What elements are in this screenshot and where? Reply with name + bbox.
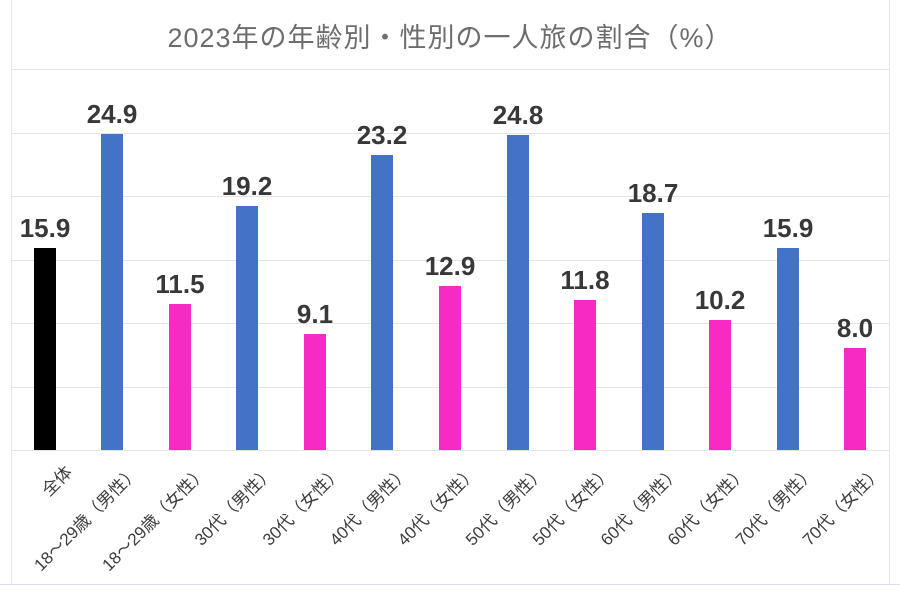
bar [709, 320, 731, 450]
chart-title: 2023年の年齢別・性別の一人旅の割合（%） [167, 23, 733, 53]
value-label: 23.2 [356, 120, 408, 150]
plot-frame-left-line [11, 0, 12, 584]
bar [642, 213, 664, 450]
gridline [11, 450, 889, 451]
bar [844, 348, 866, 450]
bar [101, 134, 123, 450]
value-label: 11.8 [560, 265, 610, 295]
bar [777, 248, 799, 450]
bar [304, 334, 326, 450]
bar [507, 135, 529, 450]
bar [236, 206, 258, 450]
value-label: 9.1 [296, 299, 334, 329]
value-label: 15.9 [19, 213, 71, 243]
bar [574, 300, 596, 450]
gridline [11, 196, 889, 197]
value-label: 24.8 [492, 100, 544, 130]
value-label: 12.9 [424, 251, 476, 281]
value-label: 15.9 [762, 213, 814, 243]
value-label: 19.2 [221, 171, 273, 201]
x-axis-label: 全体 [38, 462, 76, 501]
bar [169, 304, 191, 450]
bar [439, 286, 461, 450]
plot-frame-right-line [889, 0, 890, 584]
bar [371, 155, 393, 450]
value-label: 8.0 [836, 313, 874, 343]
value-label: 24.9 [86, 99, 138, 129]
gridline [11, 132, 889, 134]
gridline [11, 69, 889, 70]
gridline [11, 259, 889, 261]
value-label: 18.7 [627, 178, 679, 208]
bar [34, 248, 56, 450]
value-label: 11.5 [155, 269, 205, 299]
value-label: 10.2 [694, 285, 746, 315]
plot-frame-bottom-line [0, 584, 900, 585]
